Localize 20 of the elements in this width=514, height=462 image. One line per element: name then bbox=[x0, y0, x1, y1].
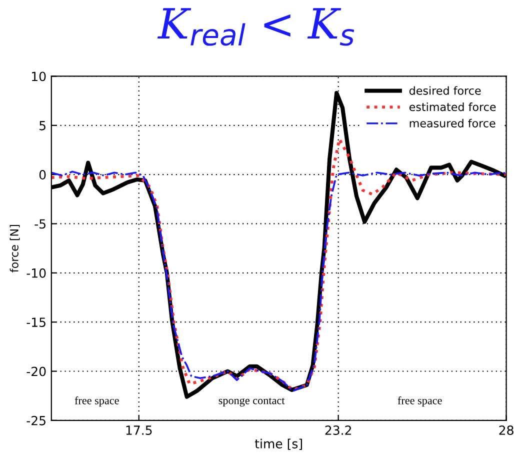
x-tick-label: 17.5 bbox=[126, 426, 152, 435]
y-tick-label: -5 bbox=[34, 219, 46, 229]
legend-label: desired force bbox=[409, 86, 481, 95]
y-tick-label: -10 bbox=[26, 268, 46, 278]
y-tick-label: 5 bbox=[40, 121, 46, 130]
y-tick-label: -15 bbox=[26, 318, 46, 328]
legend-label: estimated force bbox=[409, 102, 496, 112]
annotation: sponge contact bbox=[218, 398, 285, 407]
y-axis-title: force [N] bbox=[10, 225, 20, 272]
y-tick-label: -20 bbox=[26, 366, 46, 376]
chart-title: K$_{real}$ < K$_{s}$ bbox=[157, 8, 354, 46]
x-tick-label: 28 bbox=[499, 426, 514, 435]
x-tick-label: 23.2 bbox=[325, 426, 351, 435]
annotation: free space bbox=[398, 396, 442, 407]
legend-label: measured force bbox=[410, 118, 496, 128]
annotation: free space bbox=[74, 396, 119, 407]
y-tick-label: 0 bbox=[39, 170, 46, 180]
y-tick-label: -25 bbox=[26, 416, 46, 426]
x-axis-title: time [s] bbox=[254, 438, 302, 450]
y-tick-label: 10 bbox=[32, 72, 46, 82]
